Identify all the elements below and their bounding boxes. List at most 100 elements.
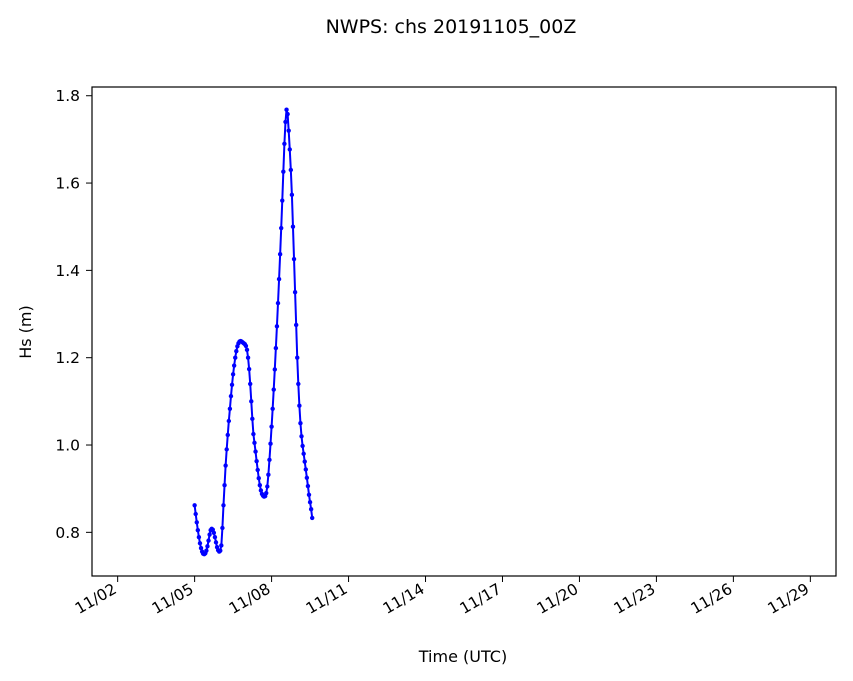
data-point — [291, 256, 297, 262]
y-tick-label: 1.6 — [55, 175, 80, 193]
data-point — [243, 343, 249, 349]
x-tick-label: 11/29 — [765, 580, 813, 618]
data-point — [252, 440, 257, 446]
data-point — [296, 381, 301, 387]
x-tick-label: 11/05 — [149, 580, 197, 618]
data-point — [266, 472, 271, 477]
data-point — [195, 527, 201, 533]
x-tick-label: 11/20 — [534, 580, 582, 618]
data-point — [228, 393, 234, 399]
data-point — [292, 290, 298, 295]
data-point — [193, 511, 198, 517]
data-point — [281, 169, 286, 174]
data-point — [289, 192, 295, 198]
y-axis-label: Hs (m) — [16, 305, 35, 359]
data-point — [272, 367, 277, 372]
data-point — [265, 484, 270, 489]
data-point — [222, 482, 227, 488]
series-line — [193, 108, 314, 556]
data-point — [297, 403, 302, 408]
data-point — [298, 420, 303, 426]
data-point — [248, 381, 253, 387]
data-point — [280, 198, 285, 203]
data-point — [204, 548, 209, 553]
data-point — [288, 167, 294, 173]
data-point — [226, 418, 232, 424]
y-tick-label: 1.2 — [55, 349, 80, 367]
data-point — [194, 520, 199, 525]
data-point — [233, 355, 238, 360]
data-point — [302, 459, 307, 464]
data-point — [206, 538, 211, 543]
data-point — [269, 424, 274, 429]
data-point — [310, 515, 315, 521]
data-point — [300, 443, 305, 449]
data-point — [293, 322, 299, 328]
data-point — [295, 355, 300, 360]
data-point — [283, 119, 288, 125]
plot-lines — [193, 108, 314, 556]
data-point — [207, 532, 212, 537]
data-point — [231, 363, 237, 368]
data-point — [212, 534, 218, 540]
data-point — [271, 387, 276, 392]
data-point — [251, 431, 256, 437]
x-axis-label: Time (UTC) — [418, 647, 507, 666]
data-point — [223, 463, 228, 468]
data-point — [244, 347, 250, 353]
data-point — [245, 355, 251, 360]
data-point — [290, 224, 296, 229]
data-point — [284, 107, 289, 112]
data-point — [279, 225, 284, 231]
x-tick-label: 11/17 — [457, 580, 505, 618]
data-point — [270, 406, 275, 411]
plot-frame — [91, 86, 837, 577]
data-point — [249, 399, 254, 404]
data-point — [306, 492, 312, 497]
data-point — [246, 366, 252, 372]
x-tick-label: 11/23 — [611, 580, 659, 618]
data-point — [282, 141, 287, 146]
data-point — [307, 500, 313, 505]
data-point — [256, 476, 261, 481]
data-point — [287, 147, 292, 152]
data-point — [197, 541, 203, 546]
data-point — [276, 276, 282, 282]
x-tick-label: 11/08 — [226, 580, 274, 618]
data-point — [286, 128, 291, 133]
data-point — [227, 406, 233, 411]
data-point — [198, 545, 204, 551]
data-point — [305, 483, 311, 489]
y-tick-label: 1.0 — [55, 437, 80, 455]
data-point — [257, 482, 263, 488]
x-tick-label: 11/11 — [303, 580, 351, 618]
y-tick-label: 0.8 — [55, 524, 80, 542]
data-point — [285, 111, 290, 117]
data-point — [268, 441, 273, 446]
data-point — [205, 544, 210, 549]
data-point — [234, 348, 239, 354]
data-point — [196, 534, 202, 540]
data-point — [221, 503, 226, 508]
y-tick-label: 1.8 — [55, 87, 80, 105]
data-point — [308, 507, 314, 512]
data-point — [275, 300, 281, 306]
data-point — [225, 432, 230, 438]
data-point — [192, 503, 197, 508]
data-point — [254, 458, 259, 464]
data-point — [253, 449, 258, 454]
data-point — [224, 447, 229, 452]
chart-title: NWPS: chs 20191105_00Z — [326, 16, 577, 38]
data-point — [218, 548, 223, 553]
plot-markers — [192, 107, 315, 557]
data-point — [299, 434, 304, 439]
data-point — [303, 467, 308, 472]
y-axis: 0.8 1.0 1.2 1.4 1.6 1.8 — [55, 87, 92, 542]
x-tick-label: 11/02 — [72, 580, 120, 618]
data-point — [273, 345, 279, 351]
data-point — [255, 467, 260, 473]
data-point — [277, 252, 283, 257]
data-point — [301, 451, 306, 456]
data-point — [258, 488, 264, 493]
